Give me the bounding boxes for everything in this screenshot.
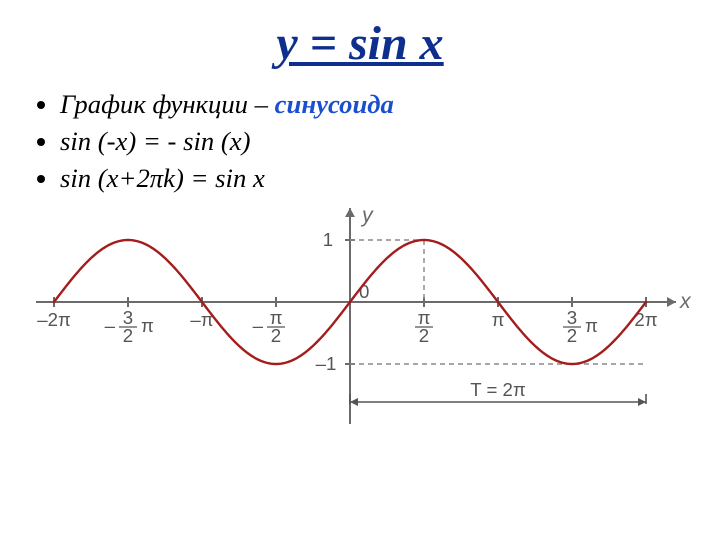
svg-text:2: 2 — [270, 325, 280, 346]
property-item: sin (x+2πk) = sin x — [60, 163, 720, 194]
svg-text:2: 2 — [566, 325, 576, 346]
property-text: sin (-x) = - sin (x) — [60, 126, 250, 156]
property-highlight: синусоида — [275, 89, 394, 119]
svg-text:π: π — [491, 309, 504, 330]
svg-text:2: 2 — [418, 325, 428, 346]
y-axis-label: y — [360, 203, 374, 227]
tick-label-y1: 1 — [322, 229, 332, 250]
y-axis-arrow — [345, 208, 355, 217]
svg-text:π: π — [585, 315, 598, 336]
x-axis-arrow — [667, 297, 676, 307]
property-item: График функции – синусоида — [60, 89, 720, 120]
sine-chart: yx01–1–2π32–π–ππ2–π2π32π2πT = 2π — [13, 202, 708, 457]
svg-text:–: – — [252, 315, 263, 336]
property-list: График функции – синусоида sin (-x) = - s… — [40, 89, 720, 194]
property-item: sin (-x) = - sin (x) — [60, 126, 720, 157]
page-title: y = sin x — [0, 16, 720, 71]
svg-text:–2π: –2π — [37, 309, 71, 330]
sine-chart-svg: yx01–1–2π32–π–ππ2–π2π32π2πT = 2π — [13, 202, 708, 457]
property-text: График функции – — [60, 89, 275, 119]
svg-text:π: π — [141, 315, 154, 336]
property-text: sin (x+2πk) = sin x — [60, 163, 265, 193]
svg-text:2: 2 — [122, 325, 132, 346]
period-label: T = 2π — [470, 379, 526, 400]
svg-text:–: – — [104, 315, 115, 336]
tick-label-y-1: –1 — [315, 353, 336, 374]
x-axis-label: x — [679, 289, 692, 313]
